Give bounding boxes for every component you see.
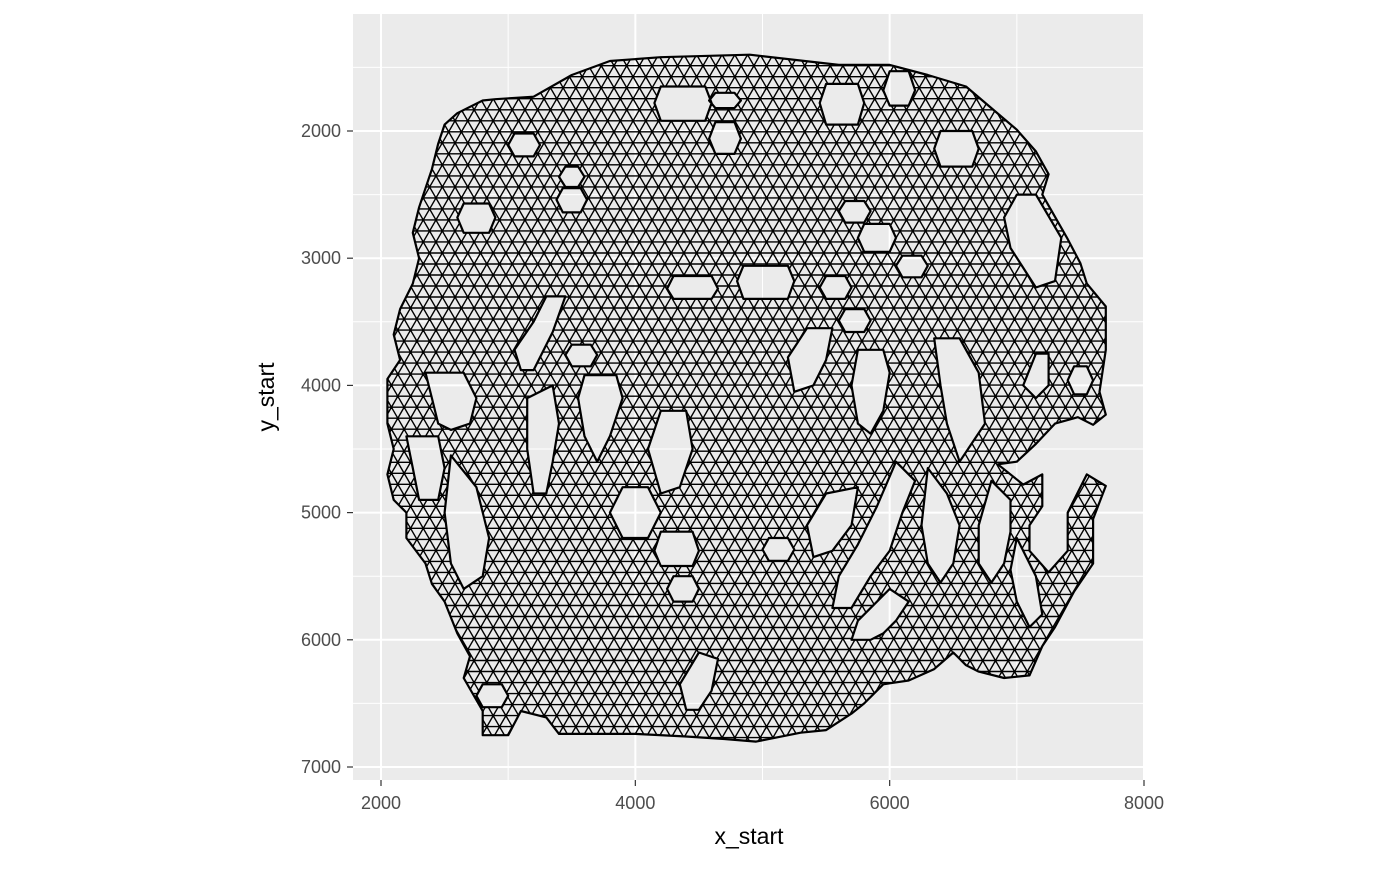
y-tick-label-1: 3000 bbox=[301, 248, 341, 268]
y-tick-label-3: 5000 bbox=[301, 503, 341, 523]
y-tick-label-5: 7000 bbox=[301, 757, 341, 777]
y-tick-label-4: 6000 bbox=[301, 630, 341, 650]
x-tick-labels: 2000 4000 6000 8000 bbox=[361, 793, 1164, 813]
x-tick-label-2: 6000 bbox=[870, 793, 910, 813]
y-tick-label-2: 4000 bbox=[301, 375, 341, 395]
y-tick-labels: 2000 3000 4000 5000 6000 7000 bbox=[301, 121, 341, 777]
x-axis-title: x_start bbox=[714, 823, 784, 849]
mesh-outline bbox=[386, 53, 1107, 743]
y-axis-title: y_start bbox=[253, 362, 279, 432]
x-tick-label-1: 4000 bbox=[615, 793, 655, 813]
y-tick-label-0: 2000 bbox=[301, 121, 341, 141]
axis-ticks bbox=[347, 130, 1145, 786]
x-tick-label-0: 2000 bbox=[361, 793, 401, 813]
x-tick-label-3: 8000 bbox=[1124, 793, 1164, 813]
